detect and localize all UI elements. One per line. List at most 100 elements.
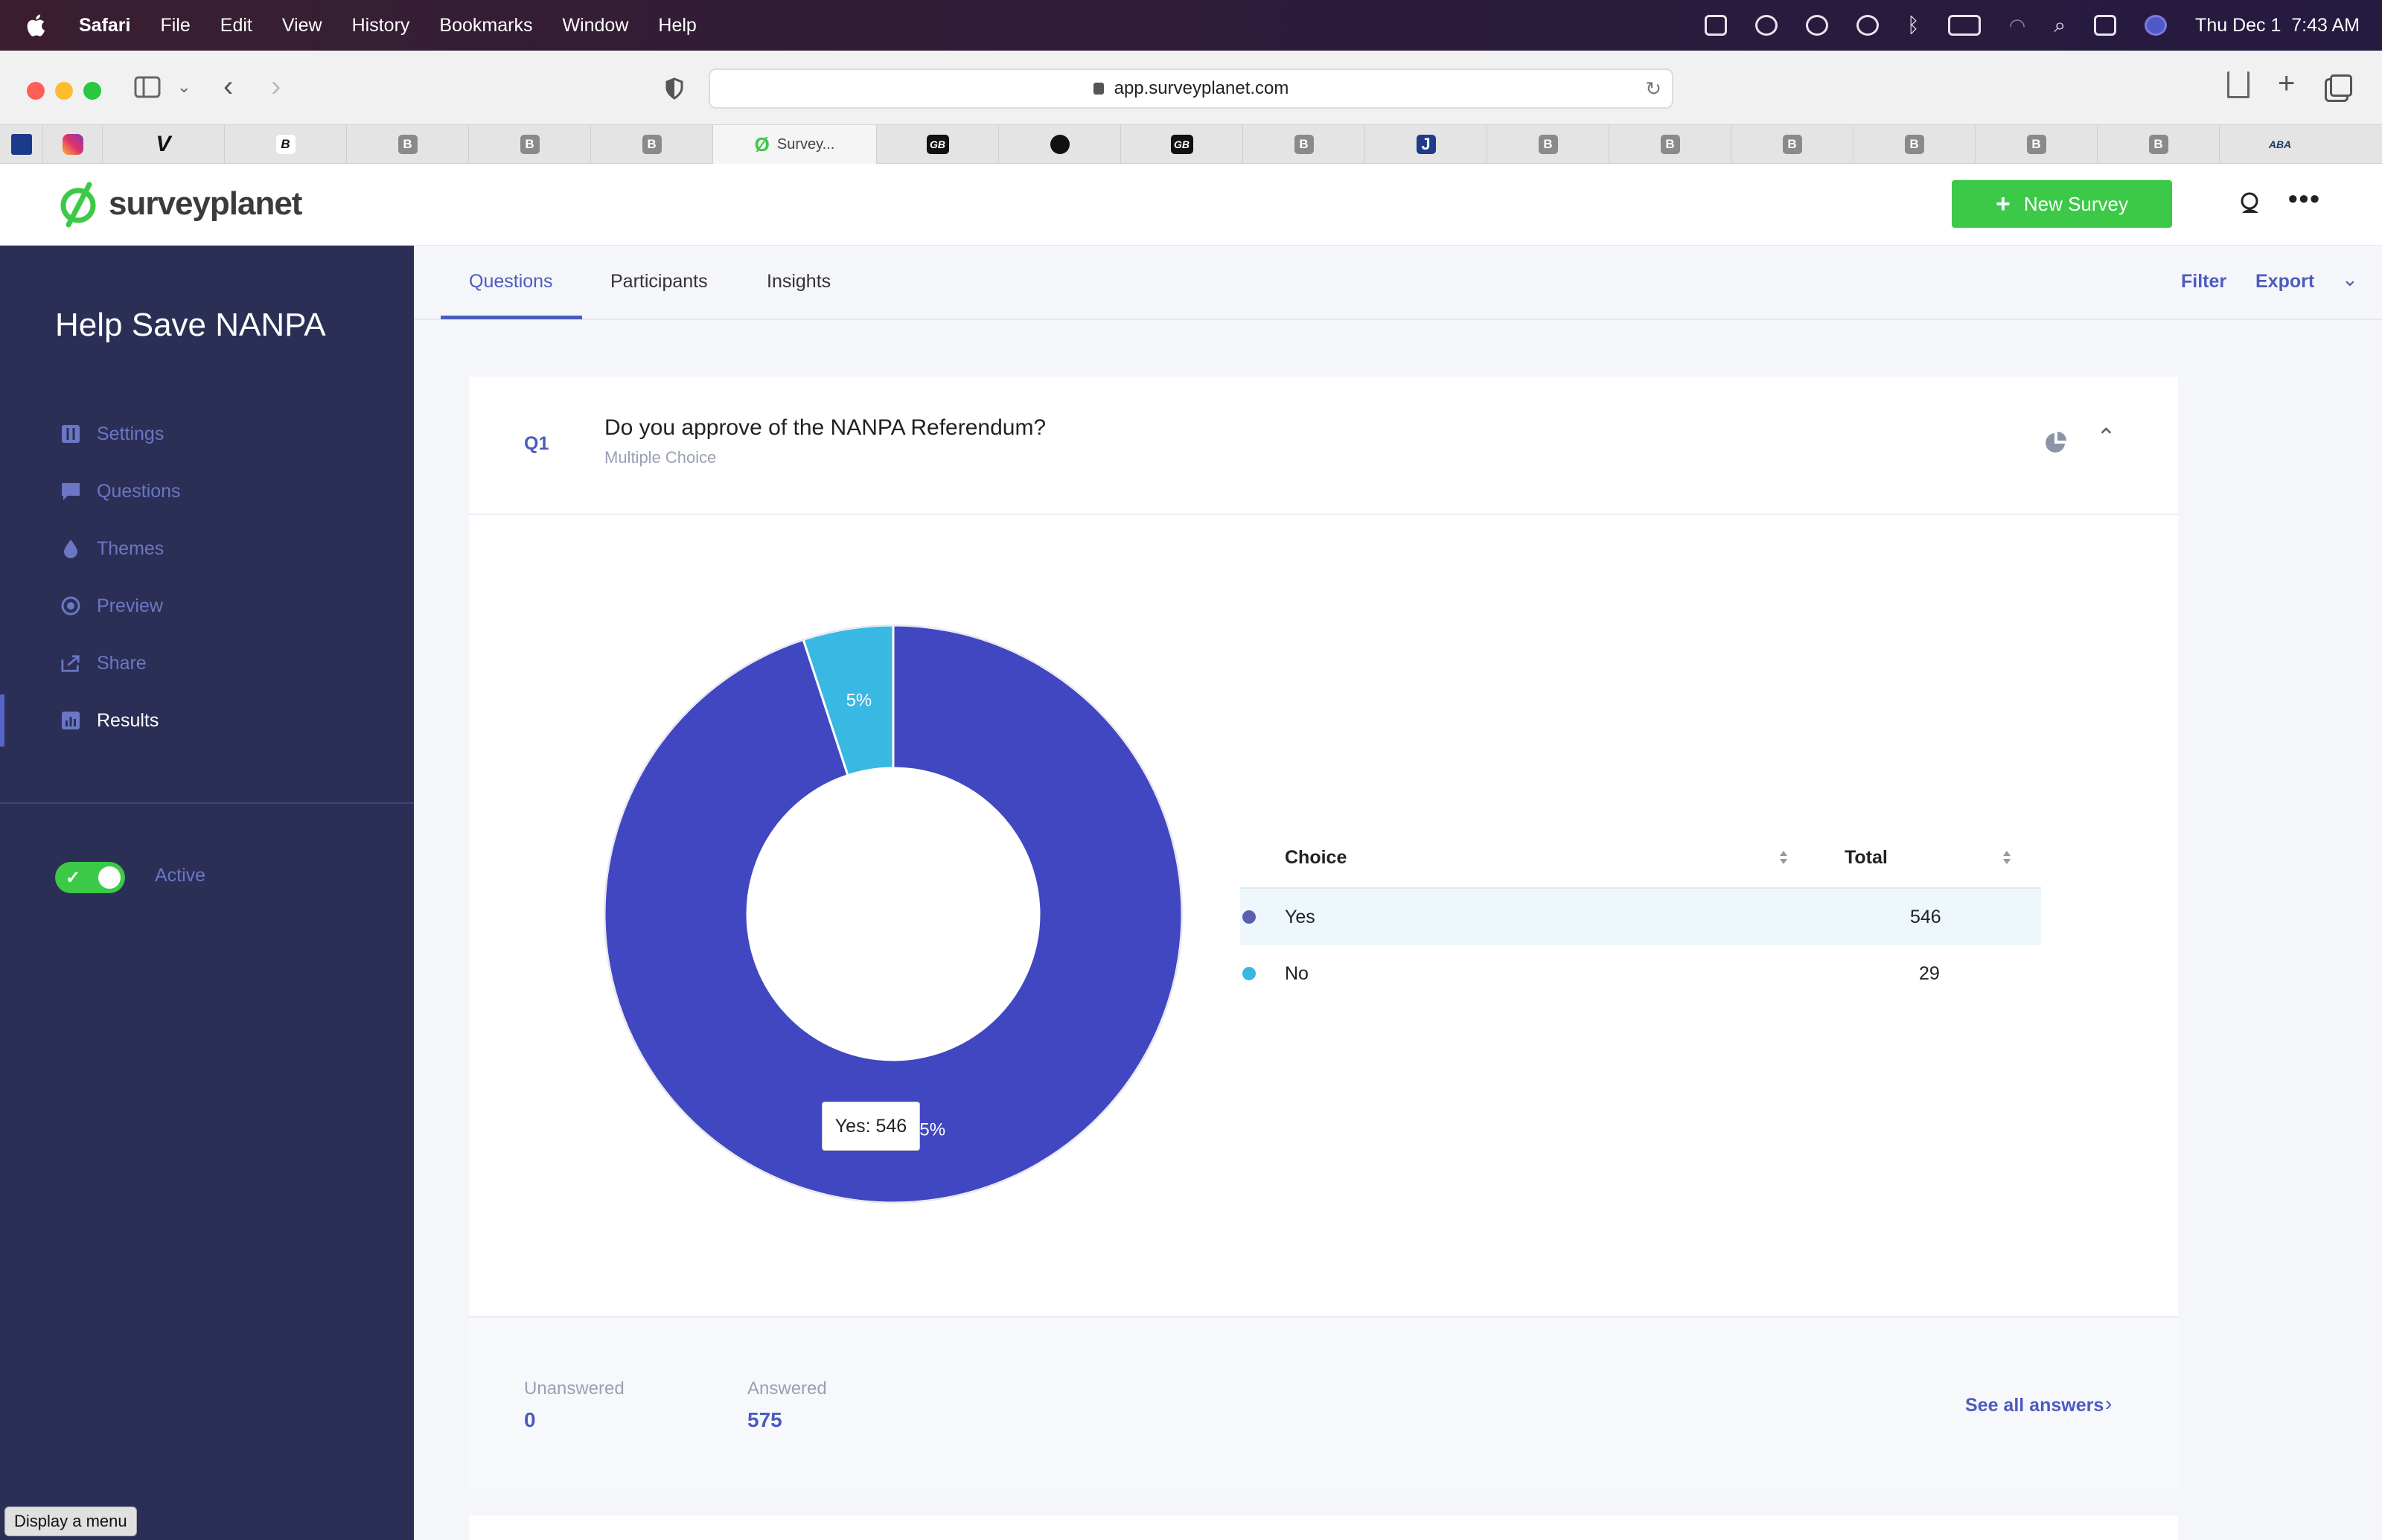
tab-bookmark[interactable]: B	[469, 125, 591, 164]
sidebar-item-questions[interactable]: Questions	[0, 465, 414, 517]
tab-bookmark[interactable]: B	[1853, 125, 1976, 164]
tab-bookmark[interactable]: B	[1487, 125, 1609, 164]
plus-icon: +	[1995, 189, 2011, 218]
col-total-header[interactable]: Total	[1845, 847, 1888, 868]
menu-app-safari[interactable]: Safari	[79, 14, 131, 36]
film-icon[interactable]	[1704, 15, 1727, 36]
sidebar-item-preview[interactable]: Preview	[0, 580, 414, 632]
menu-history[interactable]: History	[351, 14, 410, 36]
new-tab-icon[interactable]: +	[2278, 67, 2296, 100]
bookmark-icon: B	[2026, 135, 2046, 154]
survey-title: Help Save NANPA	[55, 307, 326, 343]
sidebar-item-label: Share	[97, 652, 147, 674]
sidebar-item-themes[interactable]: Themes	[0, 523, 414, 575]
browser-tab-bar: V B B B B Ø Survey... GB GB B J B B B B B…	[0, 125, 2382, 164]
tab-bookmark[interactable]: B	[1243, 125, 1365, 164]
collapse-chevron-up-icon[interactable]: ⌃	[2096, 424, 2116, 450]
play-icon[interactable]	[1805, 15, 1828, 36]
sidebar-toggle-icon[interactable]	[134, 76, 161, 98]
menu-view[interactable]: View	[281, 14, 322, 36]
privacy-shield-icon[interactable]	[665, 77, 683, 100]
more-options-icon[interactable]: •••	[2288, 183, 2321, 214]
tab-bookmark[interactable]: B	[591, 125, 713, 164]
tab-j[interactable]: J	[1365, 125, 1487, 164]
search-icon[interactable]: ⌕	[2054, 13, 2066, 36]
reload-icon[interactable]: ↻	[1645, 77, 1661, 100]
sidebar: Help Save NANPA Settings Questions Theme…	[0, 246, 414, 1540]
address-bar[interactable]: app.surveyplanet.com ↻	[709, 68, 1673, 109]
table-row[interactable]: No 29	[1240, 945, 2041, 1002]
tab-news[interactable]	[0, 125, 43, 164]
col-choice-header[interactable]: Choice	[1285, 847, 1347, 868]
zoom-window-button[interactable]	[83, 82, 101, 100]
settings-icon	[61, 424, 80, 444]
gb-icon: GB	[926, 135, 949, 154]
bookmark-icon: B	[1782, 135, 1802, 154]
tab-bookmark[interactable]: B	[347, 125, 469, 164]
time-machine-icon[interactable]	[1856, 15, 1879, 36]
sidebar-item-share[interactable]: Share	[0, 637, 414, 689]
sidebar-item-label: Settings	[97, 423, 165, 444]
siri-icon[interactable]	[2145, 15, 2168, 36]
control-center-icon[interactable]	[2094, 15, 2117, 36]
tab-insights[interactable]: Insights	[767, 271, 831, 292]
share-icon[interactable]	[2227, 71, 2250, 98]
tab-participants[interactable]: Participants	[610, 271, 708, 292]
url-text: app.surveyplanet.com	[1114, 78, 1289, 98]
tab-bookmark[interactable]: B	[1609, 125, 1731, 164]
menu-bookmarks[interactable]: Bookmarks	[439, 14, 533, 36]
tab-bookmark[interactable]: B	[2098, 125, 2220, 164]
gb-icon: GB	[1170, 135, 1193, 154]
close-window-button[interactable]	[27, 82, 45, 100]
user-avatar-icon[interactable]	[2239, 191, 2261, 216]
active-toggle[interactable]: ✓	[55, 862, 125, 893]
tab-bookmark[interactable]: B	[225, 125, 347, 164]
export-button[interactable]: Export	[2255, 271, 2315, 292]
tab-overview-icon[interactable]	[2330, 74, 2352, 97]
tab-surveyplanet[interactable]: Ø Survey...	[713, 125, 877, 164]
bluetooth-icon[interactable]: ᛒ	[1906, 13, 1920, 36]
tab-questions[interactable]: Questions	[469, 271, 553, 292]
see-all-answers-link[interactable]: See all answers	[1965, 1395, 2104, 1416]
pie-chart-icon[interactable]	[2044, 430, 2068, 454]
forward-button[interactable]: ›	[271, 70, 281, 103]
wifi-icon[interactable]: ◠	[2008, 13, 2026, 36]
tab-bookmark[interactable]: B	[1976, 125, 2098, 164]
total-cell: 29	[1919, 962, 1940, 984]
chevron-right-icon[interactable]: ›	[2105, 1392, 2113, 1415]
menu-file[interactable]: File	[160, 14, 191, 36]
tab-gb[interactable]: GB	[1121, 125, 1243, 164]
sort-icon[interactable]	[1779, 850, 1788, 865]
new-survey-button[interactable]: + New Survey	[1952, 180, 2172, 228]
clock[interactable]: Thu Dec 1 7:43 AM	[2195, 14, 2360, 36]
tab-circle[interactable]	[999, 125, 1121, 164]
sidebar-item-settings[interactable]: Settings	[0, 408, 414, 460]
apple-icon[interactable]	[24, 13, 46, 38]
total-cell: 546	[1910, 906, 1941, 927]
sidebar-item-results[interactable]: Results	[0, 694, 414, 747]
tab-vimeo[interactable]: V	[103, 125, 225, 164]
menu-help[interactable]: Help	[658, 14, 697, 36]
chart-tooltip: Yes: 546	[822, 1102, 920, 1151]
menu-edit[interactable]: Edit	[220, 14, 252, 36]
export-chevron-down-icon[interactable]: ⌄	[2342, 268, 2358, 290]
minimize-window-button[interactable]	[55, 82, 73, 100]
table-row[interactable]: Yes 546	[1240, 889, 2041, 945]
tab-aba[interactable]: ABA	[2220, 125, 2340, 164]
tab-bookmark[interactable]: B	[1731, 125, 1853, 164]
active-label: Active	[155, 865, 206, 886]
sort-icon[interactable]	[2002, 850, 2011, 865]
menu-window[interactable]: Window	[562, 14, 629, 36]
battery-icon[interactable]	[1947, 15, 1981, 36]
tab-instagram[interactable]	[43, 125, 103, 164]
tab-gb[interactable]: GB	[877, 125, 999, 164]
pie-label-no: 5%	[846, 691, 872, 711]
news-icon	[10, 134, 32, 155]
surveyplanet-logo[interactable]: surveyplanet	[58, 180, 302, 228]
eye-icon	[61, 596, 80, 616]
back-button[interactable]: ‹	[223, 70, 234, 103]
filter-button[interactable]: Filter	[2181, 271, 2227, 292]
cloud-icon[interactable]	[1754, 15, 1778, 36]
browser-toolbar: ⌄ ‹ › app.surveyplanet.com ↻ +	[0, 51, 2382, 125]
chevron-down-icon[interactable]: ⌄	[177, 77, 191, 96]
